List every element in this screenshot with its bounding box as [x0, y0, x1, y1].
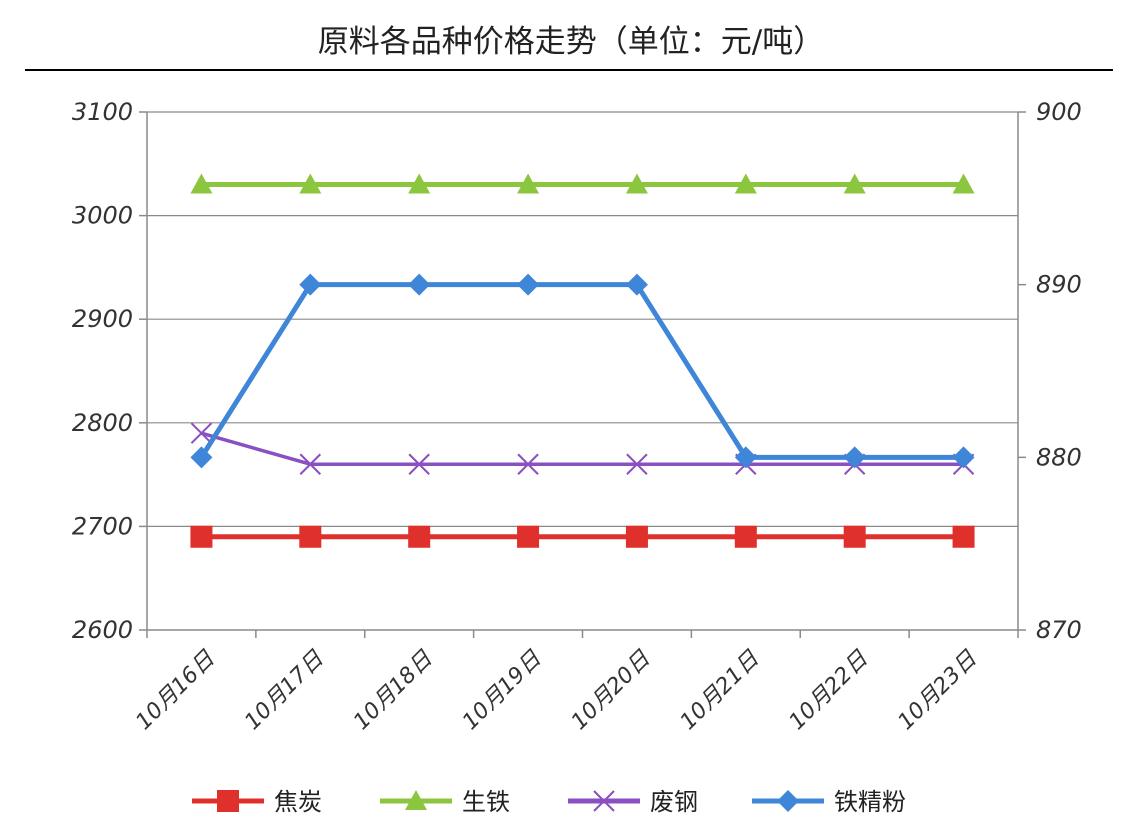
data-point	[408, 525, 431, 548]
legend-item-2: 废钢	[568, 788, 698, 816]
x-tick-label: 10月22日	[785, 646, 874, 735]
y-left-tick-label: 2700	[72, 512, 133, 540]
legend-label: 生铁	[462, 788, 510, 816]
data-point	[734, 446, 757, 469]
legend-marker	[217, 790, 239, 812]
x-tick-label: 10月23日	[893, 646, 982, 735]
legend-label: 废钢	[650, 788, 698, 816]
legend-label: 焦炭	[274, 788, 322, 816]
y-right-tick-label: 900	[1036, 98, 1082, 126]
x-tick-label: 10月18日	[349, 646, 438, 735]
legend-marker	[777, 790, 799, 812]
series-0	[190, 525, 975, 548]
data-point	[408, 273, 431, 296]
y-left-tick-label: 3100	[72, 98, 133, 126]
data-point	[952, 446, 975, 469]
data-point	[625, 173, 648, 194]
data-point	[408, 173, 431, 194]
data-point	[190, 446, 213, 469]
y-left-tick-label: 2600	[72, 616, 133, 644]
legend-layer: 焦炭 生铁 废钢 铁精粉	[192, 788, 906, 816]
data-point	[952, 173, 975, 194]
data-point	[734, 173, 757, 194]
data-point	[843, 525, 866, 548]
data-point	[517, 453, 539, 475]
data-point	[299, 525, 322, 548]
data-point	[517, 173, 540, 194]
data-point	[517, 525, 540, 548]
data-point	[408, 453, 430, 475]
data-point	[626, 453, 648, 475]
x-tick-label: 10月17日	[240, 646, 329, 735]
y-left-tick-label: 2900	[72, 305, 133, 333]
data-point	[625, 273, 648, 296]
y-right-tick-label: 870	[1036, 616, 1082, 644]
axes-layer	[146, 112, 1019, 631]
x-tick-label: 10月21日	[676, 646, 765, 735]
data-point	[299, 173, 322, 194]
data-point	[190, 173, 213, 194]
data-point	[843, 446, 866, 469]
chart-title: 原料各品种价格走势（单位：元/吨）	[318, 24, 824, 60]
y-right-tick-label: 880	[1036, 443, 1082, 471]
data-point	[190, 525, 213, 548]
grid-layer	[147, 111, 1018, 528]
legend-item-1: 生铁	[380, 788, 510, 816]
series-3	[190, 273, 975, 469]
legend-item-0: 焦炭	[192, 788, 322, 816]
series-layer	[190, 173, 975, 548]
data-point	[843, 173, 866, 194]
y-left-tick-label: 2800	[72, 409, 133, 437]
data-point	[299, 273, 322, 296]
series-line	[200, 431, 964, 466]
ticks-layer: 2600 2700 2800 2900 3000 3100 870 880 890 900 10月1…	[72, 98, 1082, 735]
series-line	[199, 282, 964, 460]
data-point	[517, 273, 540, 296]
legend-marker	[405, 790, 427, 810]
legend-marker	[593, 790, 615, 812]
data-point	[299, 453, 322, 475]
data-point	[952, 525, 975, 548]
data-point	[625, 525, 648, 548]
series-1	[190, 173, 975, 194]
data-point	[734, 525, 757, 548]
legend-label: 铁精粉	[834, 788, 906, 816]
legend-item-3: 铁精粉	[752, 788, 906, 816]
y-left-tick-label: 3000	[72, 202, 133, 230]
x-tick-label: 10月19日	[458, 646, 547, 735]
data-point	[190, 422, 213, 444]
x-tick-label: 10月16日	[131, 646, 220, 735]
x-tick-label: 10月20日	[567, 646, 656, 735]
y-right-tick-label: 890	[1036, 271, 1082, 299]
